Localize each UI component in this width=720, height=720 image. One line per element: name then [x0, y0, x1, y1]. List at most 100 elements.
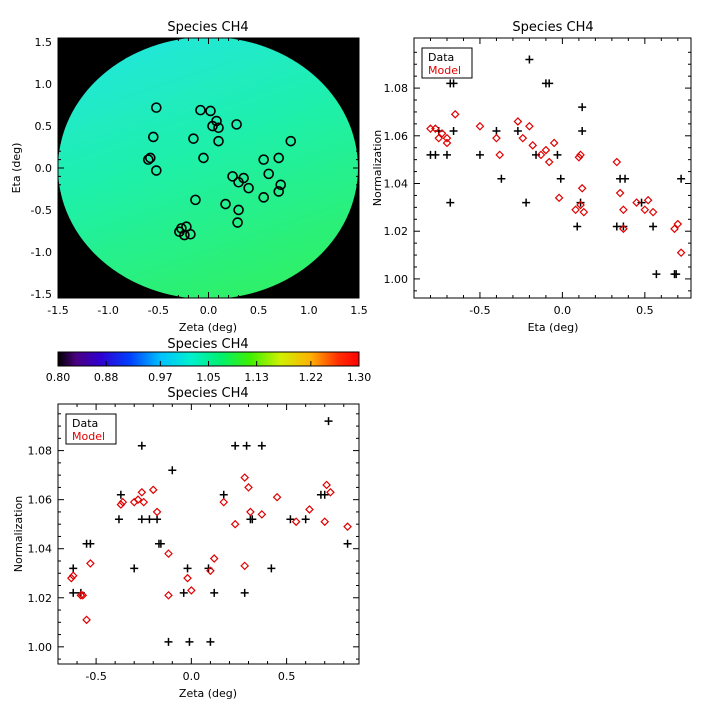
eta-legend: Data Model — [421, 47, 473, 79]
map-ytick-label: 1.5 — [35, 36, 53, 49]
map-source-point — [273, 186, 285, 197]
eta-model-point — [612, 157, 622, 167]
map-source-point — [205, 105, 216, 117]
zeta-model-point — [240, 473, 250, 482]
map-source-point — [198, 152, 209, 164]
zeta-data-point — [240, 588, 249, 597]
zeta-model-point — [137, 487, 147, 497]
zeta-model-point — [305, 505, 314, 514]
eta-ytick-label: 1.02 — [384, 225, 409, 238]
eta-model-point — [554, 193, 564, 203]
zeta-data-point — [257, 441, 266, 450]
zeta-ytick-label: 1.06 — [28, 494, 53, 507]
map-source-point — [143, 154, 154, 165]
zeta-ytick-label: 1.00 — [28, 641, 53, 654]
zeta-legend-data: Data — [72, 417, 98, 430]
map-xtick-label: 0.0 — [200, 304, 218, 317]
map-source-point — [285, 135, 297, 147]
eta-model-point — [549, 138, 559, 148]
map-source-point — [243, 182, 254, 194]
map-source-point — [227, 171, 238, 182]
zeta-model-point — [246, 507, 255, 517]
zeta-data-point — [69, 588, 78, 597]
map-source-point — [275, 179, 287, 191]
map-xtick-label: 1.0 — [300, 304, 318, 317]
eta-model-point — [450, 109, 460, 119]
eta-data-point — [449, 79, 458, 88]
zeta-data-point — [206, 637, 215, 646]
zeta-data-point — [86, 539, 95, 548]
eta-model-point — [541, 145, 551, 155]
zeta-model-point — [82, 615, 91, 625]
map-ytick-label: 1.0 — [35, 78, 53, 91]
eta-model-point — [619, 224, 628, 234]
eta-model-point — [619, 205, 628, 215]
eta-data-point — [578, 127, 587, 136]
zeta-model-point — [291, 517, 301, 527]
zeta-xtick-label: -0.5 — [85, 670, 106, 683]
eta-model-point — [525, 121, 534, 131]
eta-model-point — [632, 198, 641, 207]
map-ytick-label: -0.5 — [31, 204, 52, 217]
zeta-panel: Species CH4 -0.5 0.0 0.5 1.00 1.02 1.04 1.06 1.… — [12, 386, 360, 700]
map-source-point — [220, 198, 231, 210]
zeta-model-point — [86, 559, 95, 568]
map-field-disk — [58, 38, 358, 298]
zeta-data-point — [69, 564, 78, 573]
map-source-point — [151, 165, 162, 176]
map-source-point — [238, 172, 249, 184]
map-source-point — [188, 133, 199, 144]
map-source-point — [263, 168, 275, 180]
eta-ytick-label: 1.06 — [384, 130, 409, 143]
zeta-model-point — [78, 590, 88, 600]
eta-data-point — [475, 150, 484, 159]
eta-model-point — [442, 138, 452, 148]
zeta-model-point — [206, 566, 215, 576]
map-xtick-label: -1.0 — [97, 304, 118, 317]
zeta-ytick-label: 1.04 — [28, 543, 53, 556]
zeta-model-point — [257, 510, 267, 519]
eta-data-point — [652, 270, 661, 279]
map-source-point — [233, 204, 244, 216]
colorbar-tick-label: 1.13 — [244, 371, 269, 384]
zeta-model-point — [148, 485, 158, 495]
map-source-point — [148, 131, 159, 143]
eta-legend-model: Model — [428, 64, 461, 77]
zeta-model-point — [183, 573, 192, 583]
map-y-label: Eta (deg) — [10, 143, 23, 194]
zeta-x-label: Zeta (deg) — [179, 687, 237, 700]
eta-title: Species CH4 — [512, 20, 593, 35]
eta-xtick-label: 0.5 — [636, 304, 654, 317]
map-ytick-label: -1.5 — [31, 288, 52, 301]
zeta-data-point — [320, 490, 329, 499]
zeta-ytick-label: 1.02 — [28, 592, 53, 605]
zeta-model-point — [164, 590, 173, 600]
eta-model-point — [576, 200, 585, 210]
zeta-model-point — [320, 517, 330, 527]
eta-model-point — [513, 117, 523, 126]
eta-data-point — [621, 174, 630, 183]
eta-data-point — [431, 150, 440, 159]
eta-ytick-label: 1.08 — [384, 82, 409, 95]
eta-model-point — [577, 183, 587, 193]
map-ytick-label: 0.5 — [35, 120, 53, 133]
eta-model-point — [431, 124, 440, 133]
zeta-data-point — [179, 588, 188, 597]
zeta-data-point — [301, 515, 310, 524]
zeta-data-point — [153, 515, 162, 524]
eta-data-point — [497, 174, 506, 183]
zeta-model-point — [164, 549, 173, 558]
eta-frame — [413, 37, 692, 299]
zeta-model-point — [244, 483, 253, 492]
colorbar-tick-label: 0.80 — [46, 371, 71, 384]
zeta-model-point — [272, 492, 282, 502]
zeta-data-point — [145, 515, 154, 524]
eta-data-point — [446, 198, 455, 207]
zeta-xtick-label: 0.5 — [278, 670, 296, 683]
map-source-point — [190, 194, 201, 206]
zeta-model-point — [326, 487, 335, 497]
zeta-model-point — [322, 480, 331, 490]
zeta-legend-box — [65, 413, 117, 445]
zeta-data-point — [137, 441, 146, 450]
zeta-title: Species CH4 — [167, 386, 248, 401]
